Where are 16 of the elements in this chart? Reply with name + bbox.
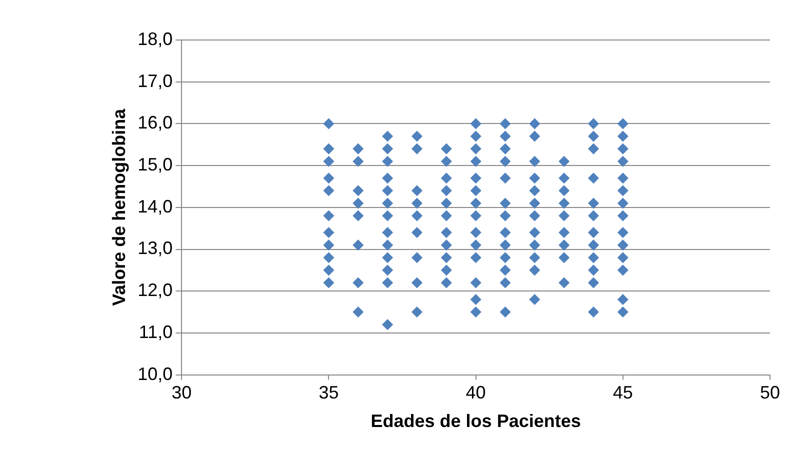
x-tick-label: 30 — [172, 382, 192, 403]
y-tick-label: 18,0 — [138, 28, 173, 49]
y-tick-label: 16,0 — [138, 112, 173, 133]
y-axis-title: Valore de hemoglobina — [108, 108, 129, 306]
x-axis-title: Edades de los Pacientes — [370, 411, 581, 432]
x-tick-label: 45 — [612, 382, 633, 403]
y-tick-label: 13,0 — [138, 238, 173, 258]
x-tick-label: 35 — [318, 382, 339, 403]
x-tick-label: 50 — [760, 382, 780, 403]
y-tick-label: 14,0 — [138, 196, 173, 216]
y-tick-label: 11,0 — [138, 322, 173, 342]
y-tick-label: 15,0 — [138, 154, 173, 175]
y-tick-label: 17,0 — [138, 70, 173, 91]
x-tick-label: 40 — [466, 382, 486, 403]
y-tick-label: 12,0 — [138, 280, 173, 300]
y-tick-label: 10,0 — [138, 364, 173, 384]
